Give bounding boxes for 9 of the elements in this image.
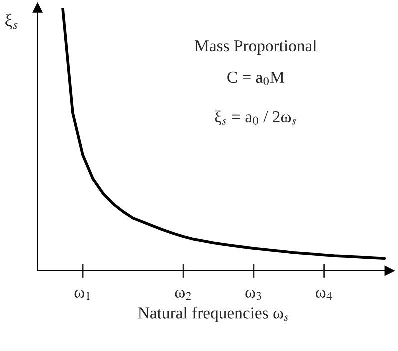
- x-tick-label: ω$_{2}$: [175, 290, 192, 300]
- x-tick-label: ω$_{3}$: [246, 290, 262, 300]
- annotation: Mass Proportional: [195, 40, 317, 56]
- x-tick-label: ω$_{4}$: [316, 290, 332, 300]
- x-tick-label: ω$_{1}$: [74, 290, 90, 300]
- y-axis-title: ξ$_{s}$: [6, 14, 18, 30]
- x-axis-title: Natural frequencies ω$_{s}$: [138, 306, 289, 322]
- annotation: C = a$_{0}$M: [228, 72, 284, 86]
- annotation: ξ$_{s}$ = a$_{0}$ / 2ω$_{s}$: [215, 110, 296, 126]
